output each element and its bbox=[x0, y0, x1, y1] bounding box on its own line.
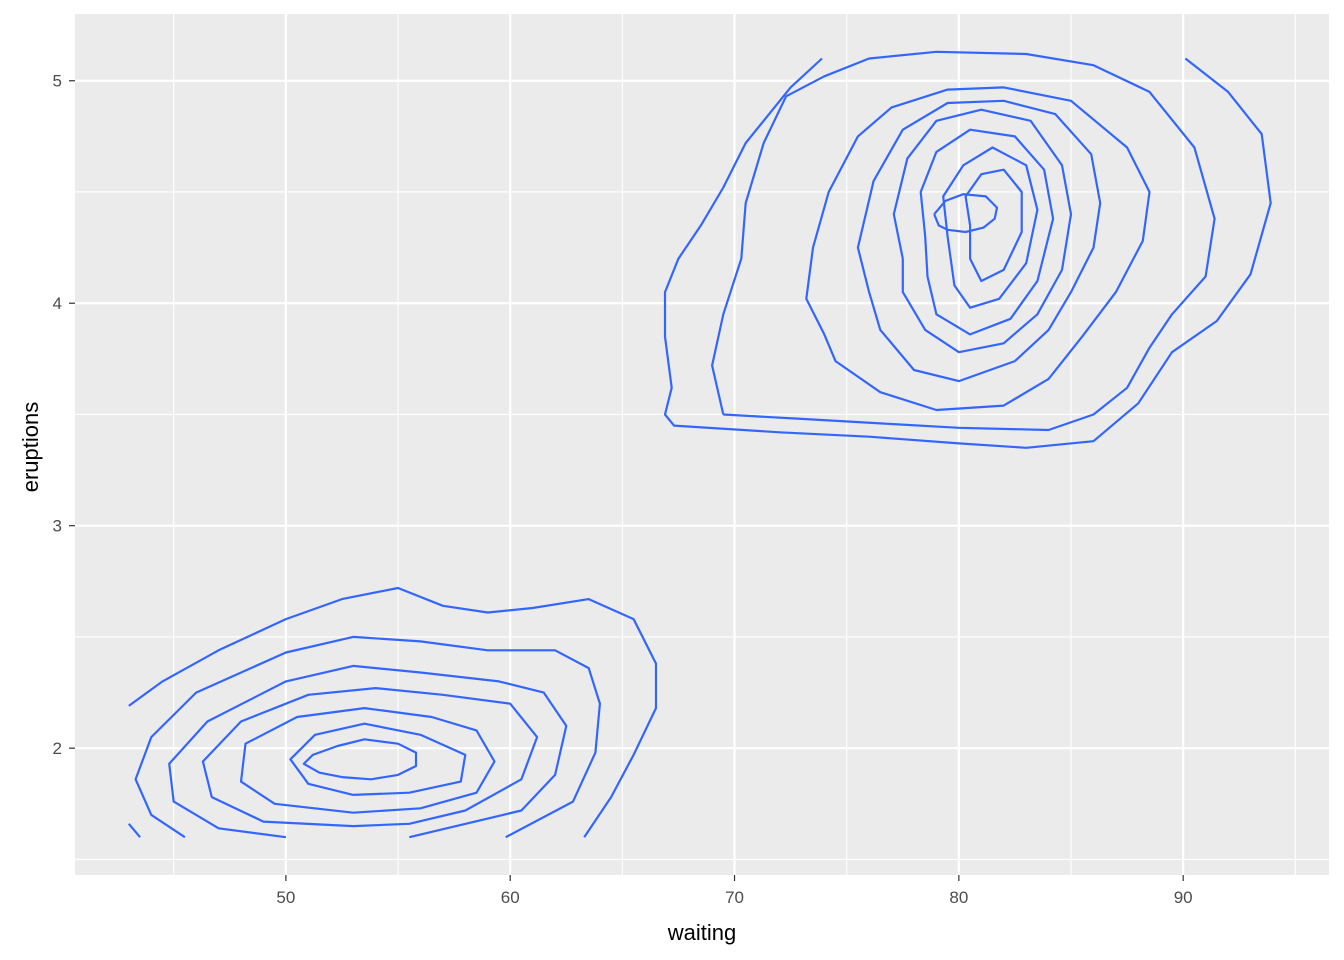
contour-line bbox=[892, 108, 1073, 354]
x-tick-labels: 50 60 70 80 90 bbox=[276, 888, 1192, 907]
y-tick-label: 3 bbox=[53, 517, 62, 536]
contour-line bbox=[201, 687, 539, 828]
contour-line bbox=[302, 738, 418, 781]
contour-line bbox=[805, 86, 1151, 412]
x-tick-label: 90 bbox=[1174, 888, 1193, 907]
x-tick-label: 80 bbox=[949, 888, 968, 907]
x-tick-label: 60 bbox=[501, 888, 520, 907]
panel-background bbox=[75, 14, 1329, 875]
contour-line bbox=[289, 722, 467, 796]
contour-line bbox=[856, 99, 1102, 383]
y-axis-title: eruptions bbox=[18, 402, 43, 493]
y-tick-label: 4 bbox=[53, 294, 62, 313]
y-tick-labels: 2 3 4 5 bbox=[53, 72, 62, 758]
contour-line bbox=[663, 57, 1272, 449]
contour-line bbox=[168, 664, 568, 839]
y-tick-label: 2 bbox=[53, 739, 62, 758]
contour-line bbox=[239, 707, 496, 814]
x-axis-title: waiting bbox=[667, 920, 736, 945]
contour-line bbox=[964, 168, 1023, 283]
contour-line bbox=[711, 50, 1216, 432]
contour-lines bbox=[127, 50, 1272, 839]
contour-line bbox=[942, 146, 1039, 309]
y-tick-label: 5 bbox=[53, 72, 62, 91]
contour-line bbox=[933, 193, 999, 234]
axis-ticks bbox=[69, 80, 1184, 881]
x-tick-label: 50 bbox=[276, 888, 295, 907]
major-gridlines bbox=[75, 14, 1329, 875]
x-tick-label: 70 bbox=[725, 888, 744, 907]
contour-line bbox=[128, 586, 658, 838]
contour-line bbox=[127, 823, 141, 838]
contour-line bbox=[919, 128, 1055, 336]
contour-line bbox=[134, 635, 601, 839]
